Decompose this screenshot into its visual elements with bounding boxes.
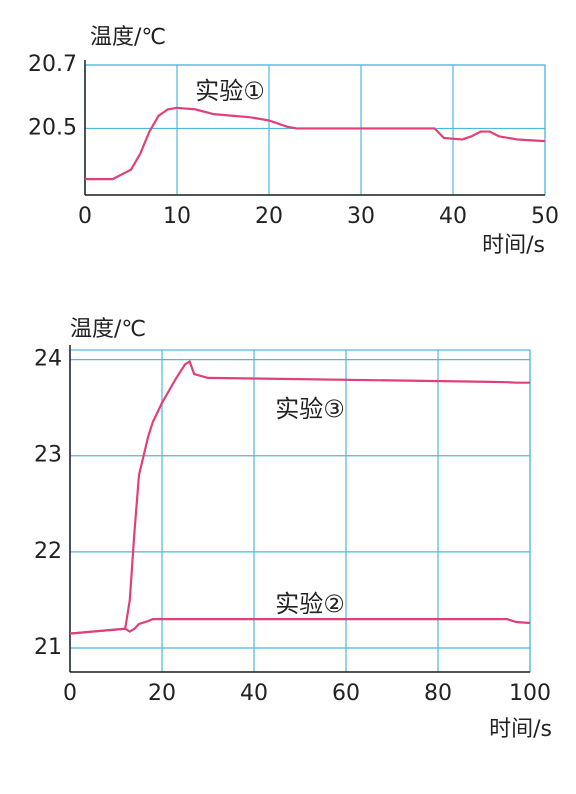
- x-tick-label: 40: [439, 204, 467, 229]
- y-tick-label: 20.7: [28, 52, 77, 77]
- x-tick-label: 20: [148, 681, 176, 706]
- x-axis-label: 时间/s: [482, 233, 545, 258]
- data-line: [69, 359, 530, 635]
- data-line: [69, 618, 531, 635]
- x-tick-label: 60: [332, 681, 360, 706]
- series-label: 实验①: [195, 77, 265, 105]
- x-tick-label: 0: [63, 681, 77, 706]
- data-line: [85, 106, 546, 181]
- x-axis-label: 时间/s: [489, 717, 552, 742]
- plot-frame: [84, 64, 546, 196]
- x-tick-label: 100: [509, 681, 551, 706]
- x-tick-label: 40: [240, 681, 268, 706]
- y-tick-label: 22: [34, 539, 62, 564]
- series-label: 实验③: [275, 395, 345, 423]
- x-tick-label: 10: [163, 204, 191, 229]
- x-tick-label: 30: [347, 204, 375, 229]
- x-tick-label: 80: [424, 681, 452, 706]
- x-tick-label: 20: [255, 204, 283, 229]
- x-tick-label: 0: [78, 204, 92, 229]
- y-tick-label: 23: [34, 443, 62, 468]
- x-tick-label: 50: [531, 204, 559, 229]
- y-tick-label: 20.5: [28, 115, 77, 140]
- y-tick-label: 21: [34, 635, 62, 660]
- y-axis-label: 温度/℃: [70, 317, 146, 342]
- series-label: 实验②: [275, 590, 345, 618]
- y-tick-label: 24: [34, 347, 62, 372]
- y-axis-label: 温度/℃: [90, 25, 166, 50]
